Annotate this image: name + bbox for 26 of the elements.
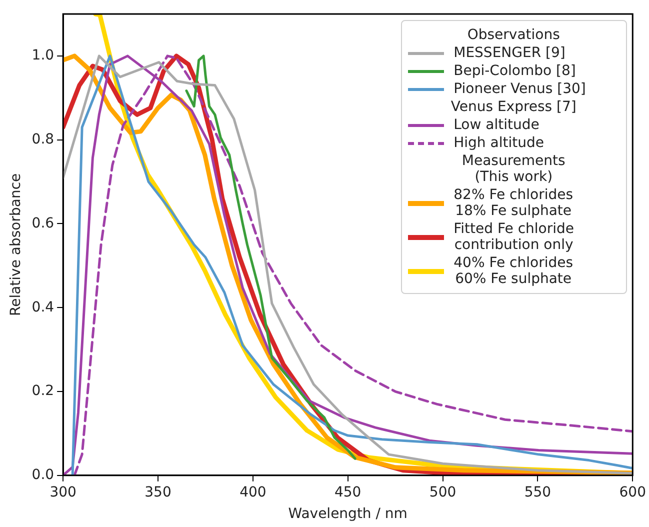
legend-label: MESSENGER [9] (454, 45, 566, 61)
x-tick-label: 400 (240, 484, 266, 500)
x-tick-label: 350 (144, 484, 172, 500)
legend-label: Pioneer Venus [30] (454, 81, 586, 97)
y-tick-label: 1.0 (32, 48, 54, 64)
legend-label: 82% Fe chlorides 18% Fe sulphate (454, 187, 574, 219)
x-tick-label: 550 (524, 484, 552, 500)
x-tick-label: 450 (334, 484, 362, 500)
x-tick-label: 600 (619, 484, 646, 500)
legend-label: Fitted Fe chloride contribution only (454, 221, 574, 253)
y-tick-label: 0.4 (32, 299, 54, 316)
x-axis-title: Wavelength / nm (288, 506, 408, 522)
annotation: Measurements (This work) (460, 153, 566, 185)
legend-label: Low altitude (454, 117, 540, 133)
legend-label: 40% Fe chlorides 60% Fe sulphate (454, 255, 574, 287)
y-tick-label: 0.8 (32, 131, 54, 148)
legend-label: Bepi-Colombo [8] (454, 63, 576, 79)
y-tick-label: 0.2 (32, 383, 54, 400)
annotation: Venus Express [7] (450, 99, 578, 115)
y-tick-label: 0.6 (32, 215, 54, 232)
y-tick-label: 0.0 (32, 467, 54, 484)
legend-label: High altitude (454, 135, 544, 151)
x-tick-label: 500 (429, 484, 456, 500)
y-axis-title: Relative absorbance (8, 173, 24, 316)
legend-title: Observations (466, 27, 561, 43)
x-tick-label: 300 (50, 484, 76, 500)
